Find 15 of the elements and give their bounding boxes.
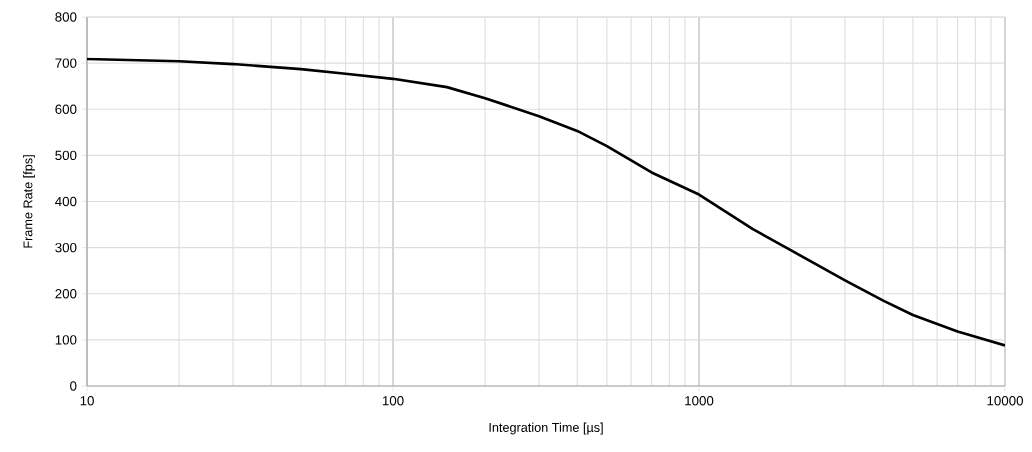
x-tick-label: 10000 — [987, 396, 1024, 406]
y-tick-label: 100 — [55, 335, 77, 345]
y-tick-label: 700 — [55, 58, 77, 68]
y-tick-label: 800 — [55, 12, 77, 22]
y-tick-label: 400 — [55, 196, 77, 207]
x-axis-title: Integration Time [µs] — [489, 422, 603, 435]
y-tick-label: 200 — [55, 289, 77, 299]
y-tick-label: 500 — [55, 150, 77, 161]
y-axis-title: Frame Rate [fps] — [23, 155, 35, 248]
x-tick-label: 100 — [382, 396, 404, 406]
y-tick-label: 300 — [55, 242, 77, 253]
y-tick-label: 600 — [55, 104, 77, 114]
x-tick-label: 1000 — [685, 396, 714, 406]
y-tick-label: 0 — [70, 381, 77, 391]
x-tick-label: 10 — [80, 396, 94, 406]
